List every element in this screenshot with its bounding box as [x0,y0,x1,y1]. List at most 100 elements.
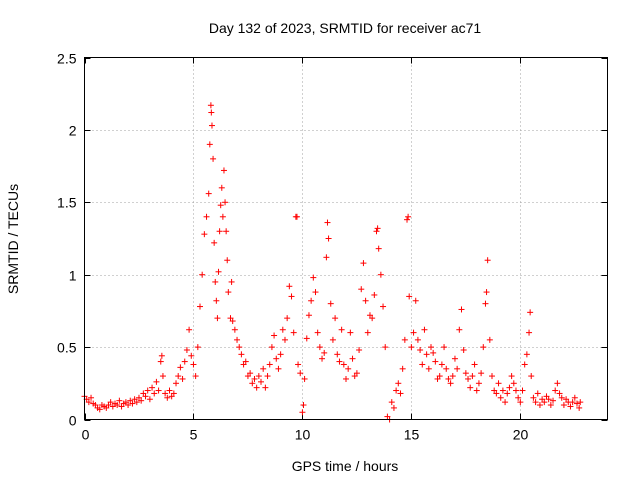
data-point [547,402,554,409]
data-point [321,349,328,356]
data-point [295,361,302,368]
data-point [138,397,145,404]
data-point [157,358,164,365]
data-point [286,283,293,290]
data-point [229,318,236,325]
data-point [502,399,509,406]
data-point [225,289,232,296]
data-point [212,278,219,285]
data-point [153,378,160,385]
data-point [125,402,132,409]
data-point [462,370,469,377]
data-point [319,355,326,362]
data-point [506,384,513,391]
data-point [300,402,307,409]
axis-ticks: 0 5 10 15 20 0 0.5 1 1.5 2 2.5 [57,51,608,443]
data-point [310,274,317,281]
data-point [395,380,402,387]
data-point [536,402,543,409]
data-point [159,373,166,380]
data-point [471,361,478,368]
data-point [358,286,365,293]
grid-lines [84,57,608,420]
data-point [303,335,310,342]
data-point [399,365,406,372]
data-point [247,370,254,377]
data-point [480,344,487,351]
data-point [532,399,539,406]
data-point [190,361,197,368]
data-point [528,373,535,380]
data-point [380,303,387,310]
data-point [347,329,354,336]
data-point [465,375,472,382]
data-point [560,402,567,409]
chart-title: Day 132 of 2023, SRMTID for receiver ac7… [209,20,482,36]
data-point [512,387,519,394]
data-point [255,373,262,380]
data-point [340,361,347,368]
data-point [177,364,184,371]
data-point [222,199,229,206]
data-point [293,213,300,220]
data-point [305,312,312,319]
data-point [324,219,331,226]
data-point [301,375,308,382]
data-point [173,380,180,387]
data-point [297,370,304,377]
x-tick-label: 0 [82,427,90,443]
data-point [234,336,241,343]
data-point [336,358,343,365]
data-point [144,387,151,394]
data-point [207,102,214,109]
data-point [475,380,482,387]
data-point [175,373,182,380]
data-point [162,390,169,397]
data-point [571,394,578,401]
data-point [213,297,220,304]
data-point [228,278,235,285]
data-point [96,406,103,413]
data-point [499,387,506,394]
data-point [251,375,258,382]
data-point [388,399,395,406]
data-point [312,289,319,296]
data-point [186,326,193,333]
data-point [88,394,95,401]
data-point [151,390,158,397]
data-point [262,384,269,391]
data-point [375,245,382,252]
data-point [231,326,238,333]
data-point [430,349,437,356]
data-point [275,365,282,372]
data-point [201,231,208,238]
data-point [530,394,537,401]
data-point [414,336,421,343]
data-point [443,365,450,372]
data-point [164,394,171,401]
data-point [208,122,215,129]
data-point [489,373,496,380]
data-point [194,344,201,351]
data-point [577,399,584,406]
data-point [576,404,583,411]
data-point [534,390,541,397]
y-tick-label: 2.5 [57,51,77,67]
data-point [345,365,352,372]
data-point [192,373,199,380]
data-point [377,271,384,278]
data-point [214,315,221,322]
data-point [393,387,400,394]
data-point [208,109,215,116]
data-point [281,336,288,343]
data-point [521,361,528,368]
data-point [343,375,349,382]
data-point [253,384,260,391]
data-point [155,387,162,394]
data-point [107,399,114,406]
data-point [188,352,195,359]
data-point [449,373,456,380]
data-point [552,387,559,394]
data-point [432,358,439,365]
